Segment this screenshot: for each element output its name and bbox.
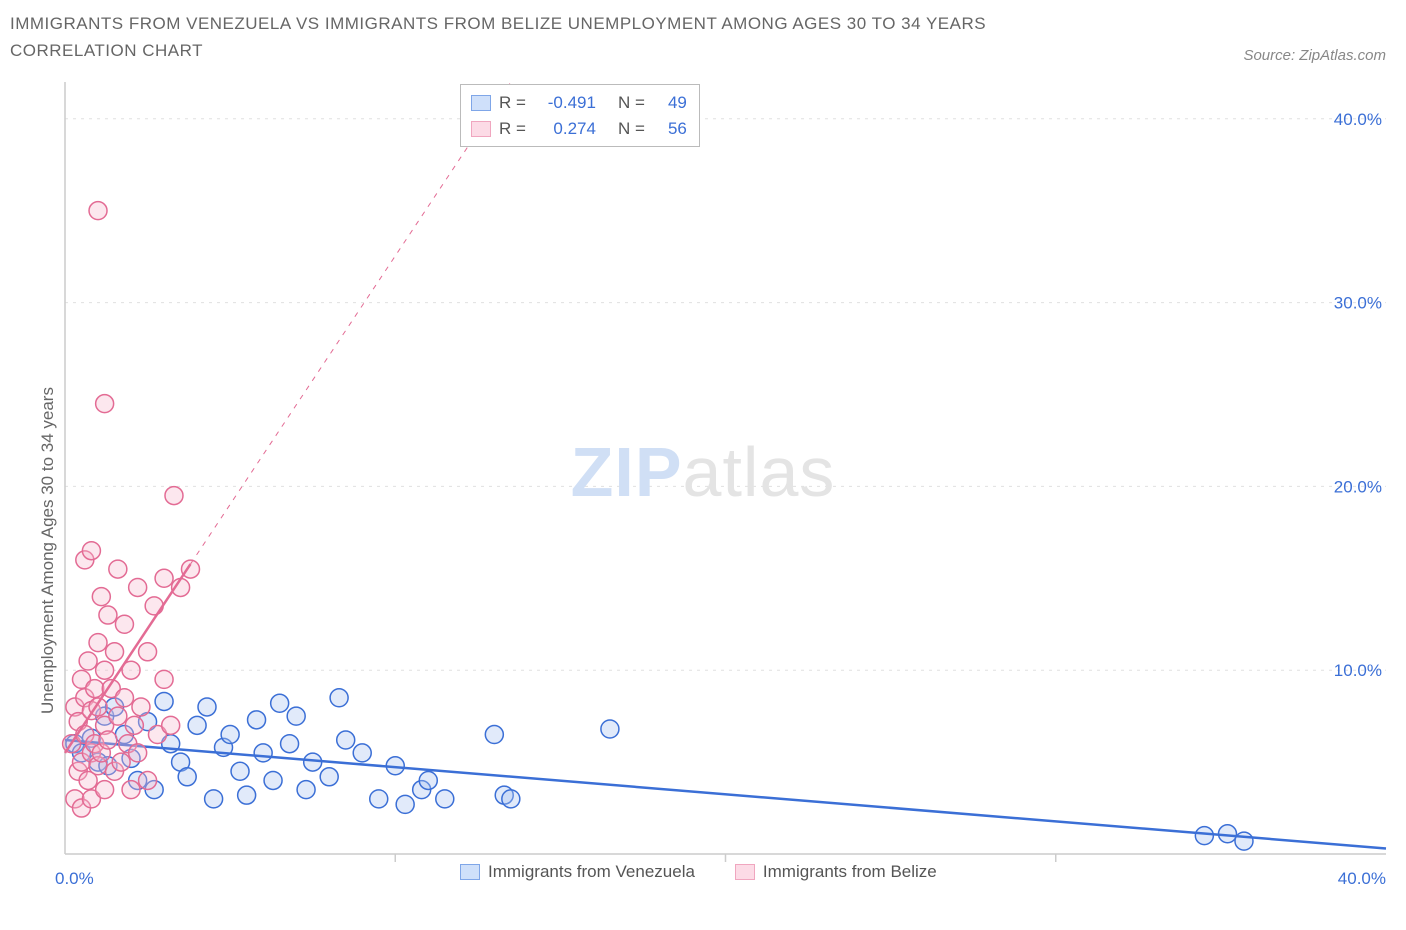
svg-text:40.0%: 40.0% <box>1334 110 1382 129</box>
svg-text:30.0%: 30.0% <box>1334 294 1382 313</box>
series-legend-item-venezuela: Immigrants from Venezuela <box>460 862 695 882</box>
y-axis-label: Unemployment Among Ages 30 to 34 years <box>38 387 58 714</box>
legend-row-venezuela: R =-0.491N =49 <box>471 90 687 116</box>
series-legend-item-belize: Immigrants from Belize <box>735 862 937 882</box>
correlation-legend: R =-0.491N =49R =0.274N =56 <box>460 84 700 147</box>
svg-text:0.0%: 0.0% <box>55 869 94 888</box>
svg-text:40.0%: 40.0% <box>1338 869 1386 888</box>
svg-text:10.0%: 10.0% <box>1334 662 1382 681</box>
chart-title: IMMIGRANTS FROM VENEZUELA VS IMMIGRANTS … <box>10 10 1110 64</box>
legend-row-belize: R =0.274N =56 <box>471 116 687 142</box>
svg-text:20.0%: 20.0% <box>1334 478 1382 497</box>
chart-area: ZIPatlas 10.0%20.0%30.0%40.0%0.0%40.0% U… <box>10 64 1396 914</box>
series-legend: Immigrants from Venezuela Immigrants from… <box>460 862 937 882</box>
scatter-chart-svg: 10.0% 20.0% 30.0% 40.0% 0.0% 40.0% <box>10 64 1396 914</box>
source-label: Source: ZipAtlas.com <box>1243 47 1386 64</box>
